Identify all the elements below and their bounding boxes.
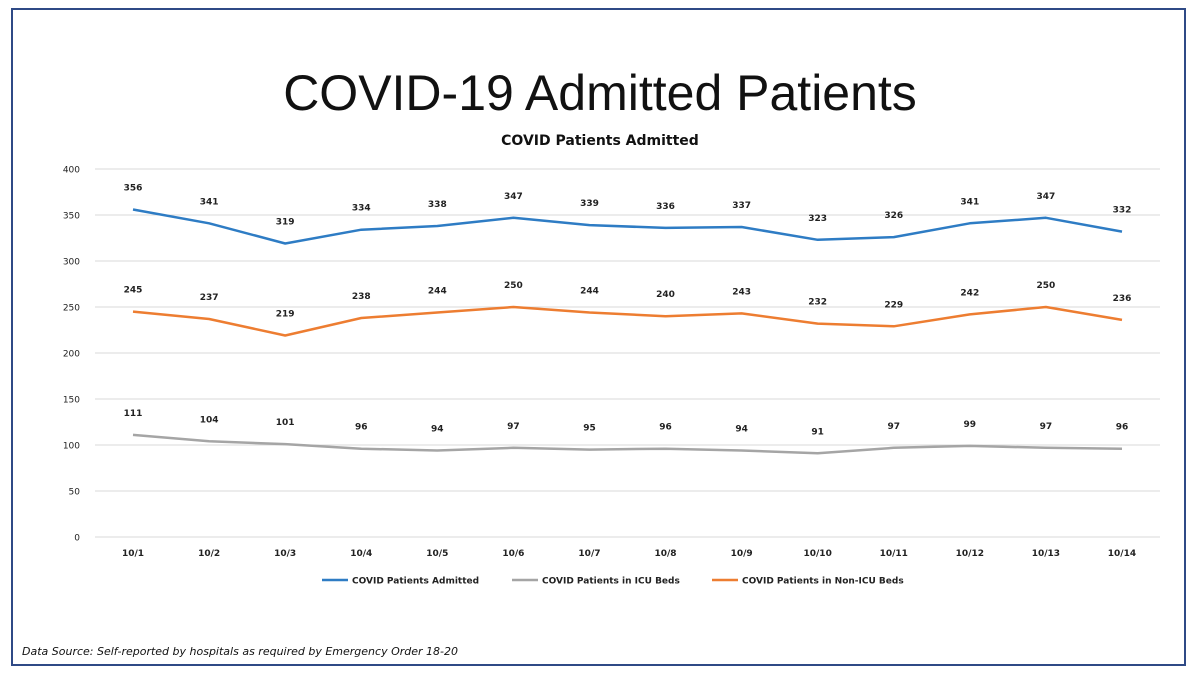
y-tick-label: 300: [63, 258, 80, 268]
data-label: 245: [124, 286, 143, 296]
series-line-covid-patients-in-non-icu-beds: [132, 305, 1123, 337]
legend-label: COVID Patients Admitted: [352, 577, 479, 587]
chart-title: COVID Patients Admitted: [501, 133, 699, 149]
y-tick-label: 100: [63, 442, 80, 452]
y-tick-label: 400: [63, 166, 80, 176]
data-label: 94: [431, 425, 444, 435]
data-label: 244: [580, 287, 599, 297]
data-label: 341: [960, 197, 979, 207]
x-tick-label: 10/12: [956, 549, 984, 559]
data-label: 341: [200, 197, 219, 207]
data-label: 332: [1113, 206, 1132, 216]
series-lines: [132, 208, 1123, 455]
data-label: 237: [200, 293, 219, 303]
data-label: 238: [352, 292, 371, 302]
data-labels: 356 341 319 334 338 347 339 336 337 323 326 341 347 3…: [124, 183, 1132, 437]
data-label: 244: [428, 287, 447, 297]
data-label: 96: [355, 423, 368, 433]
data-label: 236: [1113, 294, 1132, 304]
x-tick-label: 10/1: [122, 549, 144, 559]
data-label: 250: [1036, 281, 1055, 291]
y-tick-label: 0: [74, 534, 80, 544]
y-tick-label: 50: [69, 488, 81, 498]
data-label: 242: [960, 288, 979, 298]
x-tick-label: 10/3: [274, 549, 296, 559]
data-label: 356: [124, 183, 143, 193]
x-tick-label: 10/6: [502, 549, 524, 559]
gridlines: [95, 168, 1160, 538]
data-label: 94: [735, 425, 748, 435]
y-tick-label: 150: [63, 396, 80, 406]
data-label: 219: [276, 310, 295, 320]
x-tick-label: 10/14: [1108, 549, 1136, 559]
data-label: 334: [352, 204, 371, 214]
data-label: 326: [884, 211, 903, 221]
data-label: 229: [884, 300, 903, 310]
data-label: 232: [808, 298, 827, 308]
x-tick-label: 10/5: [426, 549, 448, 559]
data-label: 95: [583, 424, 596, 434]
data-label: 347: [504, 192, 523, 202]
series-line-covid-patients-admitted: [132, 208, 1123, 245]
data-label: 97: [507, 422, 520, 432]
legend-label: COVID Patients in Non-ICU Beds: [742, 577, 904, 587]
data-label: 104: [200, 415, 219, 425]
data-label: 101: [276, 418, 295, 428]
x-tick-label: 10/8: [654, 549, 676, 559]
data-source-note: Data Source: Self-reported by hospitals …: [22, 645, 458, 658]
data-label: 323: [808, 214, 827, 224]
data-label: 96: [659, 423, 672, 433]
data-label: 111: [124, 409, 143, 419]
legend-label: COVID Patients in ICU Beds: [542, 577, 680, 587]
x-tick-label: 10/10: [804, 549, 832, 559]
data-label: 99: [964, 420, 977, 430]
x-tick-label: 10/4: [350, 549, 372, 559]
y-tick-label: 200: [63, 350, 80, 360]
y-tick-label: 250: [63, 304, 80, 314]
y-axis-ticks: 0 50 100 150 200 250 300 350 400: [63, 166, 80, 544]
x-tick-label: 10/13: [1032, 549, 1060, 559]
data-label: 339: [580, 199, 599, 209]
data-label: 336: [656, 202, 675, 212]
x-tick-label: 10/7: [578, 549, 600, 559]
data-label: 337: [732, 201, 751, 211]
series-line-covid-patients-in-icu-beds: [132, 433, 1123, 455]
x-tick-label: 10/11: [880, 549, 908, 559]
data-label: 97: [1040, 422, 1053, 432]
x-tick-label: 10/9: [731, 549, 753, 559]
data-label: 319: [276, 218, 295, 228]
y-tick-label: 350: [63, 212, 80, 222]
x-axis-ticks: 10/1 10/2 10/3 10/4 10/5 10/6 10/7 10/8 10/9 10/1…: [122, 549, 1136, 559]
data-label: 250: [504, 281, 523, 291]
data-label: 347: [1036, 192, 1055, 202]
chart-frame: [11, 8, 1186, 666]
data-label: 240: [656, 290, 675, 300]
legend: COVID Patients Admitted COVID Patients in…: [322, 577, 904, 587]
data-label: 97: [887, 422, 900, 432]
x-tick-label: 10/2: [198, 549, 220, 559]
data-label: 243: [732, 287, 751, 297]
data-label: 96: [1116, 423, 1129, 433]
page-title: COVID-19 Admitted Patients: [283, 65, 917, 121]
data-label: 91: [811, 427, 824, 437]
data-label: 338: [428, 200, 447, 210]
